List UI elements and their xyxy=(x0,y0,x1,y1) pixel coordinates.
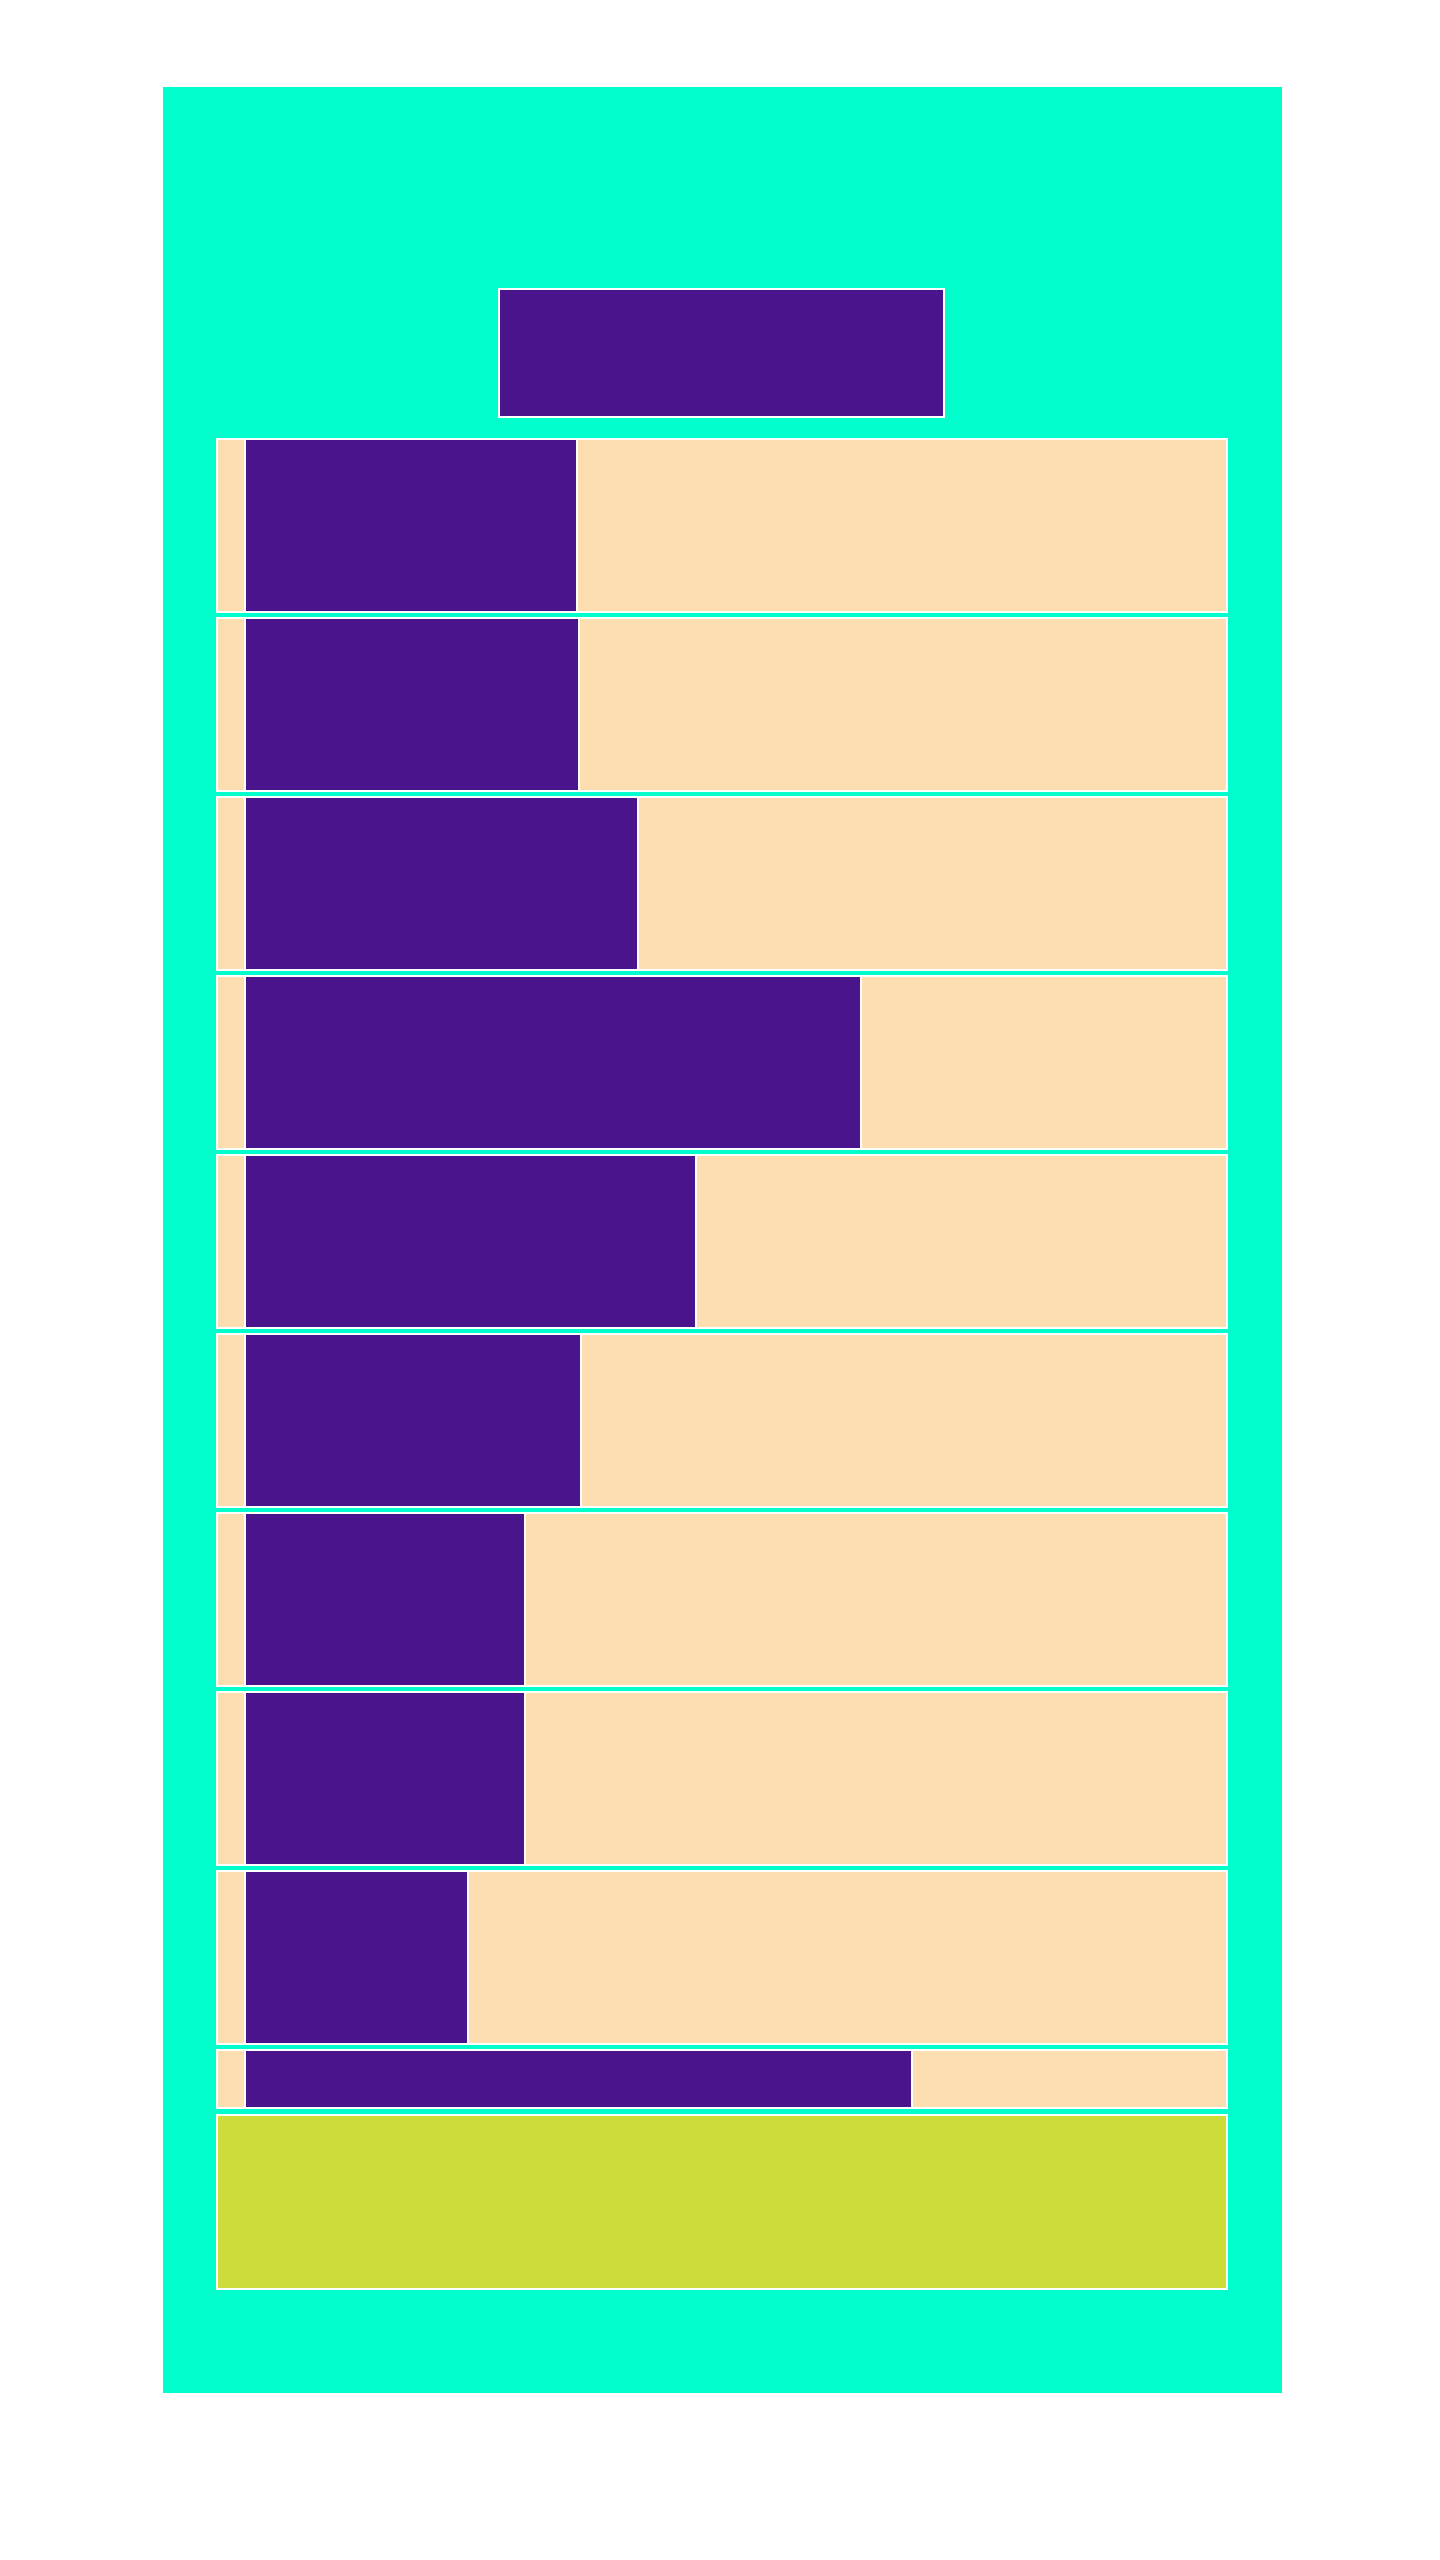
bar-fill xyxy=(246,977,863,1148)
row-gutter xyxy=(218,1514,246,1685)
footer-block xyxy=(216,2114,1228,2290)
bar-fill xyxy=(246,1872,470,2043)
bar-fill xyxy=(246,798,639,969)
bar-track xyxy=(246,1693,1226,1864)
bar-track xyxy=(246,977,1226,1148)
row-gutter xyxy=(218,1693,246,1864)
bar-row xyxy=(216,438,1228,613)
main-panel xyxy=(163,87,1282,2393)
bar-fill xyxy=(246,2051,914,2107)
bar-row xyxy=(216,1870,1228,2045)
bar-row xyxy=(216,1154,1228,1329)
bar-fill xyxy=(246,619,581,790)
row-gutter xyxy=(218,440,246,611)
bar-row xyxy=(216,796,1228,971)
row-gutter xyxy=(218,619,246,790)
bar-fill xyxy=(246,1156,697,1327)
bar-row xyxy=(216,1691,1228,1866)
bar-track xyxy=(246,1156,1226,1327)
row-gutter xyxy=(218,977,246,1148)
bar-fill xyxy=(246,440,579,611)
bar-list xyxy=(216,438,1228,2113)
row-gutter xyxy=(218,2051,246,2107)
bar-row xyxy=(216,2049,1228,2109)
bar-track xyxy=(246,798,1226,969)
bar-fill xyxy=(246,1335,583,1506)
bar-row xyxy=(216,975,1228,1150)
bar-track xyxy=(246,1335,1226,1506)
header-block xyxy=(498,288,945,418)
bar-track xyxy=(246,440,1226,611)
bar-track xyxy=(246,1514,1226,1685)
bar-row xyxy=(216,617,1228,792)
row-gutter xyxy=(218,1335,246,1506)
bar-track xyxy=(246,1872,1226,2043)
bar-fill xyxy=(246,1693,527,1864)
row-gutter xyxy=(218,1156,246,1327)
bar-row xyxy=(216,1512,1228,1687)
row-gutter xyxy=(218,1872,246,2043)
row-gutter xyxy=(218,798,246,969)
bar-track xyxy=(246,619,1226,790)
bar-fill xyxy=(246,1514,527,1685)
bar-row xyxy=(216,1333,1228,1508)
bar-track xyxy=(246,2051,1226,2107)
